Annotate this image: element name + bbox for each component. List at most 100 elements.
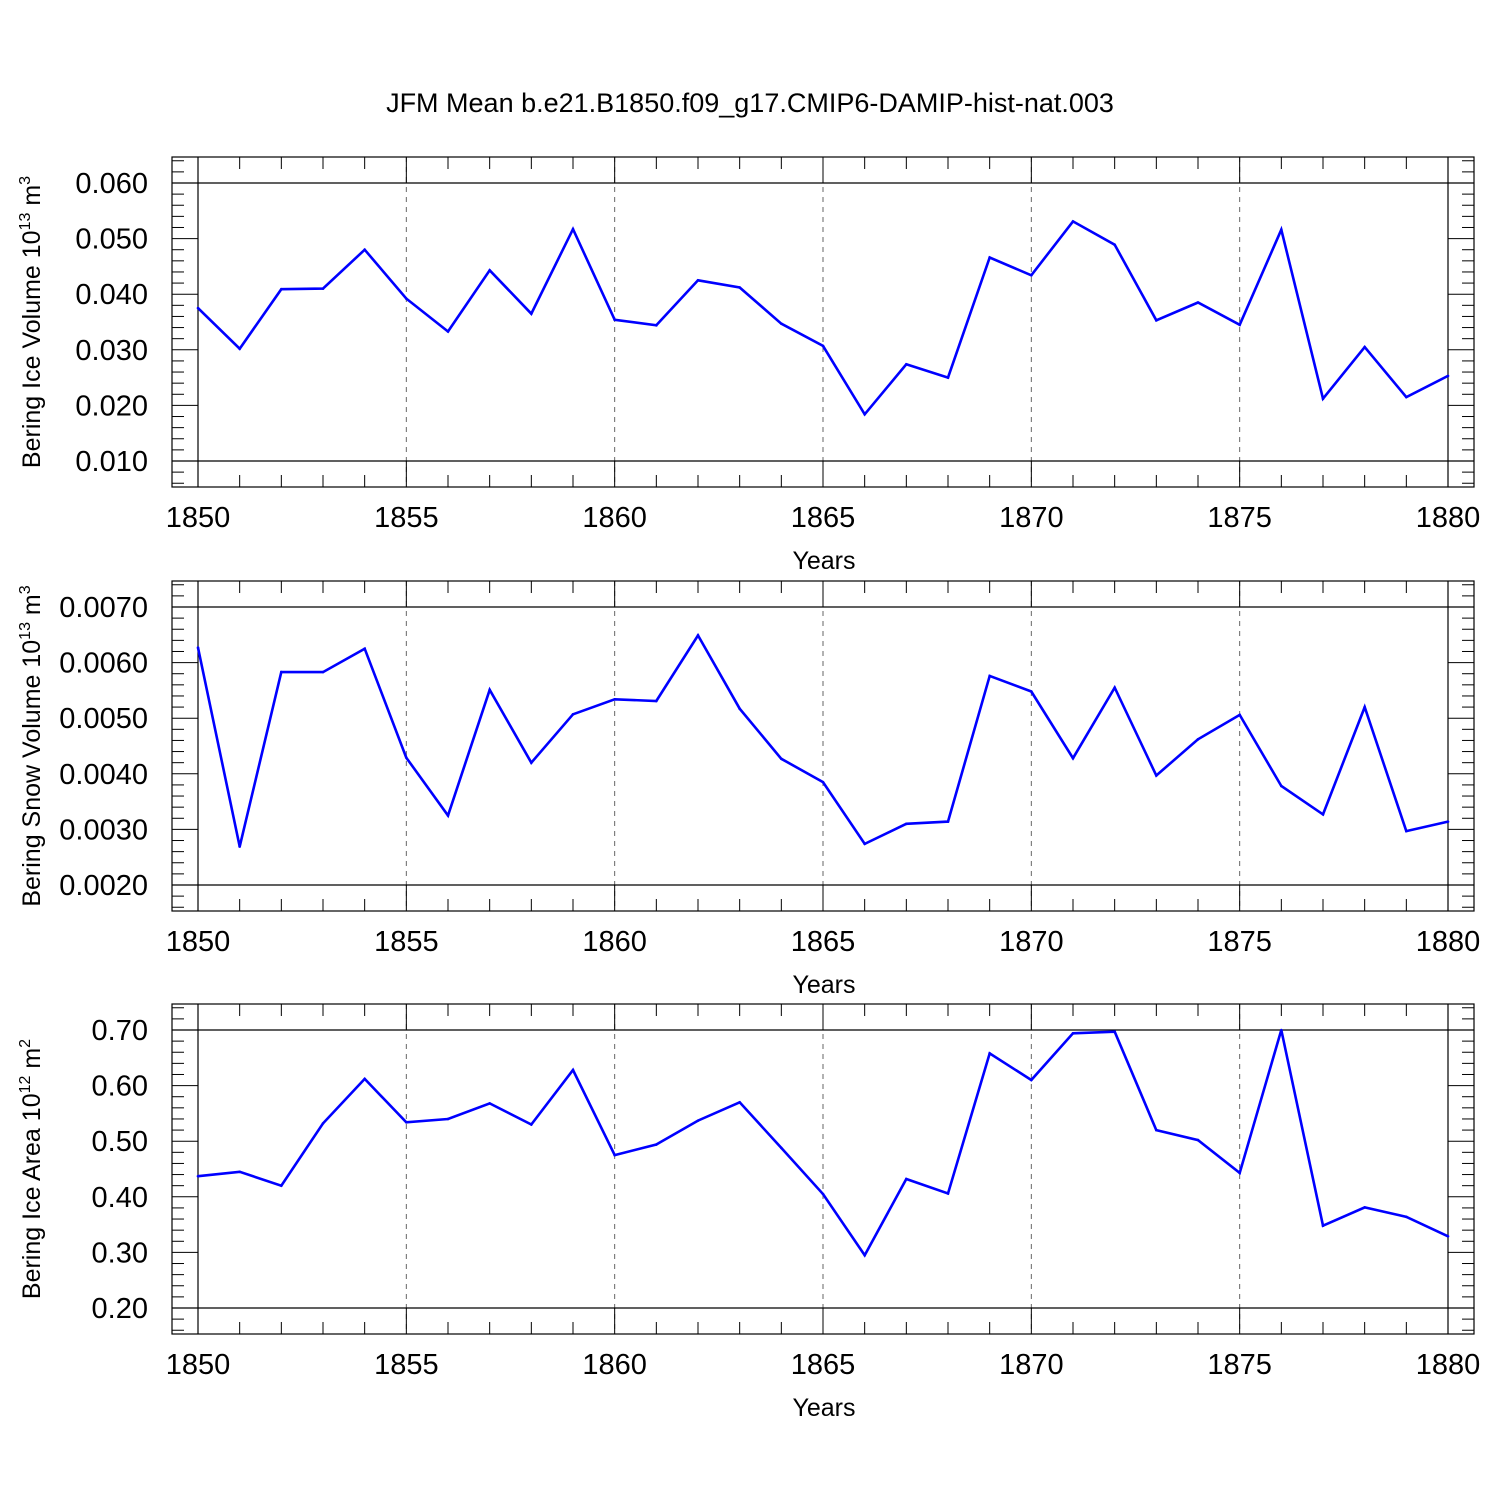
data-point [1113, 243, 1116, 247]
x-tick-label: 1875 [1207, 502, 1272, 534]
data-point [1280, 784, 1283, 788]
data-point [1155, 1128, 1158, 1132]
data-point [988, 256, 991, 259]
data-point [1238, 323, 1241, 327]
data-point [1321, 813, 1325, 816]
y-tick-label: 0.0050 [59, 703, 148, 735]
data-point [946, 376, 950, 379]
chart-panel-3: 0.20 0.30 0.40 0.50 0.60 0.70 1850 1855 1860 1865… [17, 1003, 1481, 1422]
data-point [1405, 829, 1408, 833]
data-point [780, 322, 783, 325]
y-tick-label: 0.040 [75, 279, 148, 311]
data-point [1196, 738, 1200, 741]
series-line [197, 1029, 1449, 1258]
data-point [1446, 820, 1450, 823]
data-point [405, 756, 408, 759]
x-tick-label: 1855 [374, 926, 439, 958]
data-point [905, 822, 908, 826]
data-point [196, 1174, 200, 1178]
data-point [655, 324, 658, 327]
data-point [1405, 1215, 1408, 1219]
data-point [488, 1102, 491, 1105]
data-point [363, 647, 366, 650]
y-tick-label: 0.30 [92, 1237, 148, 1269]
data-point [1155, 774, 1158, 777]
data-point [1446, 374, 1450, 378]
y-tick-label: 0.050 [75, 224, 148, 256]
chart-panel-2: 0.0020 0.0030 0.0040 0.0050 0.0060 0.0070 1850… [17, 580, 1480, 999]
x-tick-label: 1850 [166, 926, 231, 958]
data-point [571, 713, 575, 716]
y-axis-label: Bering Ice Volume 1013 m3 [17, 176, 46, 468]
chart-panel-1: 0.010 0.020 0.030 0.040 0.050 0.060 1850 1855 18… [17, 156, 1481, 575]
x-tick-label: 1850 [166, 502, 231, 534]
data-point [1071, 220, 1075, 223]
data-point [488, 688, 491, 692]
y-axis-label: Bering Snow Volume 1013 m3 [17, 585, 46, 906]
data-point [696, 1119, 700, 1122]
data-point [1113, 686, 1116, 689]
y-tick-label: 0.0060 [59, 648, 148, 680]
data-point [1321, 1224, 1325, 1228]
data-point [363, 248, 366, 252]
x-tick-label: 1860 [582, 1349, 647, 1381]
data-point [863, 1253, 866, 1257]
data-point [280, 287, 283, 291]
x-tick-label: 1880 [1416, 1349, 1481, 1381]
data-point [1280, 1028, 1283, 1032]
figure-title: JFM Mean b.e21.B1850.f09_g17.CMIP6-DAMIP… [386, 88, 1114, 118]
data-point [405, 297, 408, 300]
x-tick-label: 1860 [582, 502, 647, 534]
x-axis-label: Years [792, 547, 855, 575]
y-tick-label: 0.50 [92, 1126, 148, 1158]
y-tick-label: 0.030 [75, 335, 148, 367]
x-axis-label: Years [792, 971, 855, 999]
x-tick-label: 1860 [582, 926, 647, 958]
data-point [780, 1146, 783, 1150]
data-point [738, 1100, 741, 1104]
data-point [1030, 690, 1033, 693]
x-tick-label: 1865 [791, 926, 856, 958]
y-tick-label: 0.010 [75, 446, 148, 478]
data-point [613, 318, 616, 322]
x-tick-label: 1880 [1416, 502, 1481, 534]
x-tick-label: 1875 [1207, 1349, 1272, 1381]
y-tick-label: 0.020 [75, 390, 148, 422]
data-point [1113, 1030, 1116, 1033]
data-point [446, 814, 450, 817]
data-point [530, 312, 533, 315]
data-point [321, 670, 325, 674]
data-point [363, 1077, 366, 1081]
x-axis-label: Years [792, 1394, 855, 1422]
data-point [1030, 1078, 1033, 1082]
data-point [1321, 397, 1325, 401]
x-tick-label: 1870 [999, 1349, 1064, 1381]
data-point [280, 670, 283, 674]
x-tick-label: 1855 [374, 1349, 439, 1381]
data-point [1405, 395, 1408, 399]
data-point [946, 1192, 950, 1195]
y-tick-label: 0.60 [92, 1071, 148, 1103]
data-point [988, 674, 991, 678]
data-point [530, 1123, 533, 1126]
data-point [196, 306, 200, 310]
data-point [1196, 301, 1200, 304]
data-point [863, 842, 866, 846]
data-point [738, 286, 741, 289]
data-point [1446, 1234, 1450, 1238]
data-point [1155, 319, 1158, 322]
y-tick-label: 0.20 [92, 1293, 148, 1325]
data-point [738, 707, 741, 711]
data-point [1238, 713, 1241, 717]
data-point [863, 412, 866, 416]
data-point [196, 646, 200, 649]
data-point [821, 780, 825, 784]
data-point [1071, 1032, 1075, 1035]
y-tick-label: 0.70 [92, 1015, 148, 1047]
data-point [1030, 273, 1033, 277]
data-point [571, 227, 575, 231]
data-point [780, 757, 783, 761]
data-point [655, 699, 658, 703]
